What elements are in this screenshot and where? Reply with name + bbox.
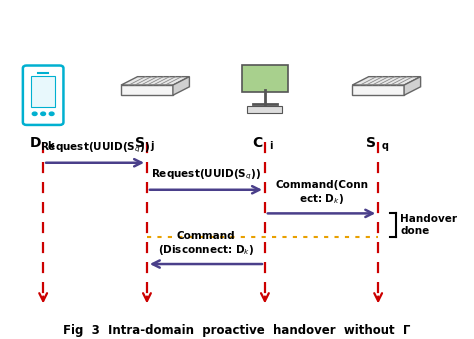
Text: D: D bbox=[29, 136, 41, 150]
Polygon shape bbox=[404, 77, 420, 95]
Polygon shape bbox=[352, 77, 420, 85]
Polygon shape bbox=[121, 77, 190, 85]
Text: C: C bbox=[252, 136, 263, 150]
Text: Request(UUID(S$_{q}$)): Request(UUID(S$_{q}$)) bbox=[151, 168, 261, 182]
Text: Handover
done: Handover done bbox=[401, 214, 457, 236]
FancyBboxPatch shape bbox=[31, 76, 55, 107]
Polygon shape bbox=[121, 85, 173, 95]
Text: q: q bbox=[382, 141, 389, 151]
Text: Fig  3  Intra-domain  proactive  handover  without  Γ: Fig 3 Intra-domain proactive handover wi… bbox=[63, 324, 410, 337]
Text: S: S bbox=[366, 136, 376, 150]
FancyBboxPatch shape bbox=[247, 106, 283, 113]
Circle shape bbox=[32, 112, 37, 116]
Text: i: i bbox=[269, 141, 272, 151]
Text: Request(UUID(S$_{q}$)): Request(UUID(S$_{q}$)) bbox=[40, 141, 150, 155]
FancyBboxPatch shape bbox=[23, 65, 64, 125]
Text: j: j bbox=[151, 141, 154, 151]
Polygon shape bbox=[352, 85, 404, 95]
Text: Command
(Disconnect: D$_{k}$): Command (Disconnect: D$_{k}$) bbox=[158, 231, 254, 257]
Circle shape bbox=[41, 112, 46, 116]
FancyBboxPatch shape bbox=[242, 65, 288, 92]
Polygon shape bbox=[173, 77, 190, 95]
Circle shape bbox=[49, 112, 54, 116]
Text: S: S bbox=[135, 136, 145, 150]
Text: Command(Conn
ect: D$_{k}$): Command(Conn ect: D$_{k}$) bbox=[275, 180, 368, 206]
Text: k: k bbox=[47, 141, 54, 151]
